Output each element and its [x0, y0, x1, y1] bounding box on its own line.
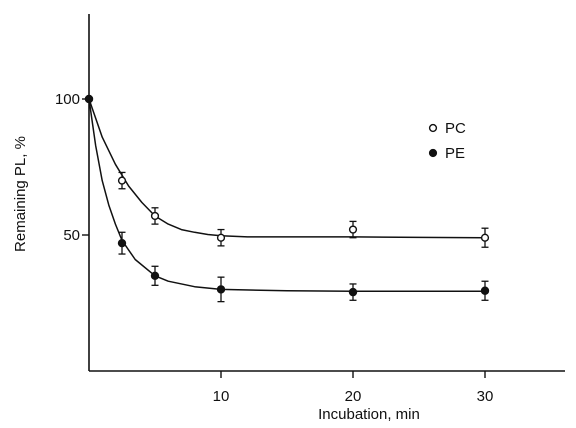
y-tick-label-50: 50: [63, 227, 80, 244]
legend-marker-pc: [428, 123, 438, 133]
data-point-pc: [117, 176, 127, 185]
y-tick-label-100: 100: [55, 91, 80, 108]
data-point-pc: [216, 233, 226, 242]
x-tick-label-10: 10: [213, 388, 230, 405]
ticks: 10 20 30 50 100: [55, 91, 493, 405]
legend-label-pc: PC: [445, 120, 466, 137]
fit-curve-pe: [88, 98, 485, 293]
x-tick-label-20: 20: [345, 388, 362, 405]
legend: PC PE: [428, 120, 466, 162]
x-axis-title: Incubation, min: [318, 406, 420, 423]
data-point-pe: [150, 271, 160, 280]
data-point-pe: [84, 94, 94, 104]
fit-curves: [88, 98, 486, 293]
x-tick-label-30: 30: [477, 388, 494, 405]
data-point-pe: [117, 238, 127, 248]
data-point-pe: [480, 286, 490, 295]
y-axis-title: Remaining PL, %: [12, 136, 29, 252]
data-point-pe: [216, 285, 226, 294]
data-point-pc: [348, 225, 358, 234]
fit-curve-pc: [88, 98, 486, 239]
data-points: [84, 94, 490, 297]
legend-marker-pe: [428, 148, 438, 158]
legend-label-pe: PE: [445, 145, 465, 162]
data-point-pc: [150, 211, 160, 221]
data-point-pc: [480, 233, 490, 242]
data-point-pe: [348, 287, 358, 297]
axes: [88, 14, 565, 372]
